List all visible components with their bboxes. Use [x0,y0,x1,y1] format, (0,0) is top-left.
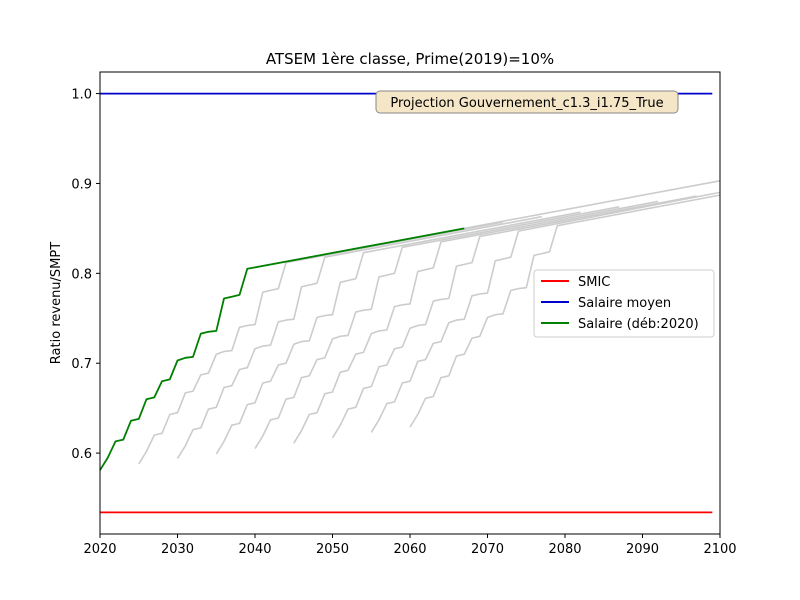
y-tick-label: 0.7 [71,357,92,372]
series-line-5 [215,211,581,455]
series-line-8 [331,195,697,439]
annotation-box: Projection Gouvernement_c1.3_i1.75_True [375,90,679,114]
x-axis: 2020 2030 2040 2050 2060 2070 2080 2090 2100 [83,534,737,557]
series-line-10 [409,194,721,428]
series-line-2 [99,227,465,471]
annotation-text: Projection Gouvernement_c1.3_i1.75_True [390,96,663,111]
x-tick-label: 2020 [83,542,116,557]
x-tick-label: 2060 [393,542,426,557]
x-tick-label: 2040 [238,542,271,557]
plot-lines [99,92,721,514]
y-tick-label: 0.8 [71,267,92,282]
chart-title: ATSEM 1ère classe, Prime(2019)=10% [266,50,554,68]
legend-label-salaire-moyen: Salaire moyen [578,296,671,311]
y-tick-label: 1.0 [71,88,92,103]
series-line-3 [138,221,504,465]
x-tick-label: 2050 [316,542,349,557]
x-tick-label: 2090 [626,542,659,557]
legend: SMIC Salaire moyen Salaire (déb:2020) [533,269,715,338]
y-axis-label: Ratio revenu/SMPT [49,242,64,364]
series-line-7 [293,200,659,444]
x-tick-label: 2070 [471,542,504,557]
legend-label-salaire-deb: Salaire (déb:2020) [578,317,699,332]
y-axis: 0.6 0.7 0.8 0.9 1.0 [71,88,100,462]
series-line-6 [254,206,620,450]
series-line-9 [370,191,721,433]
series-line-11 [464,180,721,230]
legend-label-smic: SMIC [578,275,610,290]
series-line-4 [176,215,542,459]
y-tick-label: 0.9 [71,177,92,192]
x-tick-label: 2080 [548,542,581,557]
y-tick-label: 0.6 [71,447,92,462]
x-tick-label: 2030 [161,542,194,557]
x-tick-label: 2100 [703,542,736,557]
